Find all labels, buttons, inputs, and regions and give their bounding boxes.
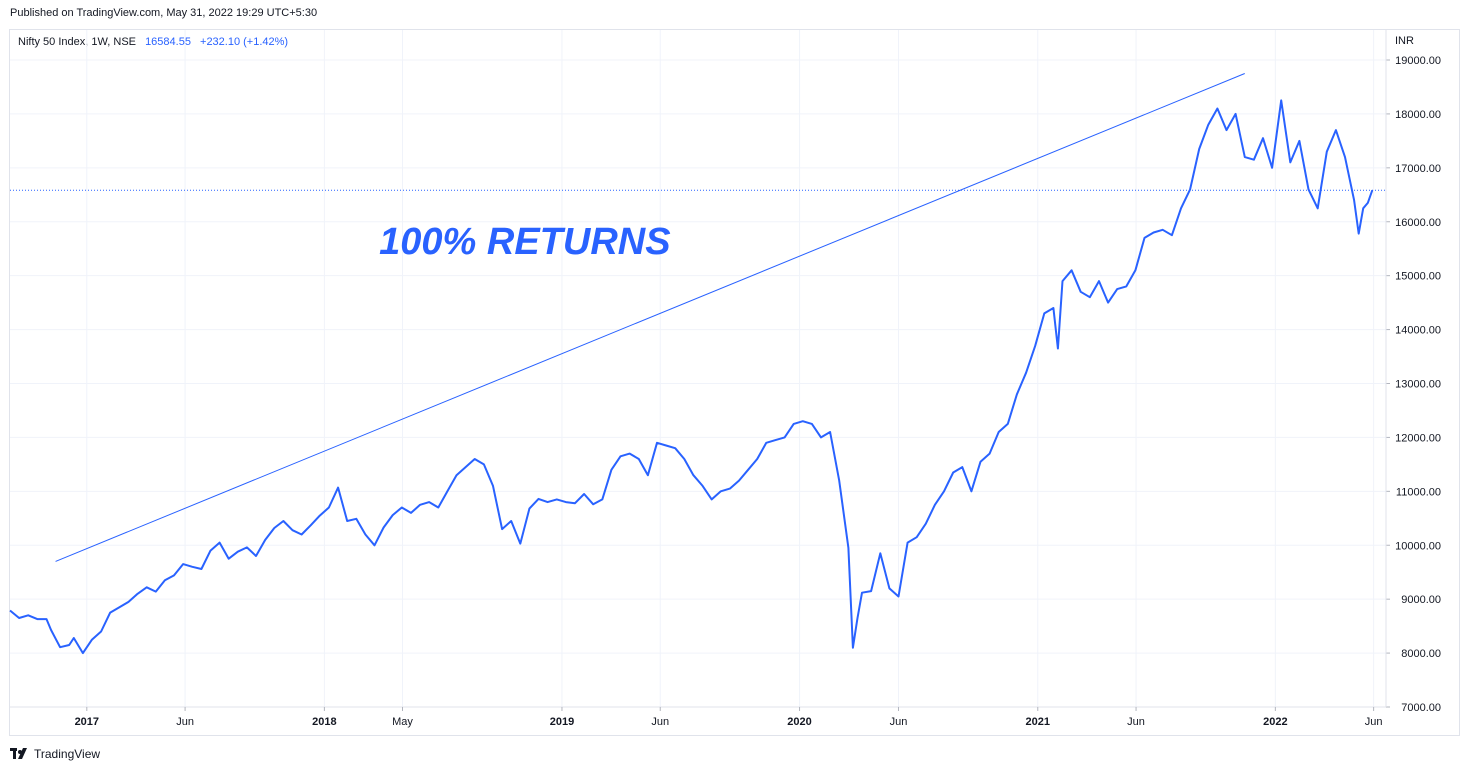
x-tick-label: 2019 <box>550 716 574 728</box>
y-tick-label: 15000.00 <box>1395 271 1441 283</box>
series-legend[interactable]: Nifty 50 Index, 1W, NSE 16584.55 +232.10… <box>18 36 288 48</box>
x-tick-label: 2021 <box>1026 716 1050 728</box>
chart-grid <box>10 30 1386 708</box>
x-tick-label: 2017 <box>75 716 99 728</box>
y-tick-label: 16000.00 <box>1395 217 1441 229</box>
y-tick-label: 19000.00 <box>1395 55 1441 67</box>
annotation-text[interactable]: 100% RETURNS <box>379 221 670 263</box>
y-tick-label: 10000.00 <box>1395 540 1441 552</box>
legend-symbol: Nifty 50 Index, 1W, NSE <box>18 36 136 48</box>
currency-label: INR <box>1395 35 1414 47</box>
y-tick-label: 13000.00 <box>1395 379 1441 391</box>
x-tick-label: 2020 <box>787 716 811 728</box>
x-tick-label: Jun <box>176 716 194 728</box>
x-tick-label: Jun <box>651 716 669 728</box>
y-tick-label: 14000.00 <box>1395 325 1441 337</box>
legend-change: +232.10 (+1.42%) <box>200 36 289 48</box>
y-tick-label: 11000.00 <box>1396 486 1441 498</box>
x-tick-label: Jun <box>890 716 908 728</box>
y-tick-label: 12000.00 <box>1395 432 1441 444</box>
series-line-group <box>9 99 1374 655</box>
tradingview-logo-icon <box>10 748 27 759</box>
x-axis: 2017 Jun 2018 May 2019 Jun 2020 Jun 2021 Jun 2022 J… <box>10 706 1386 728</box>
y-tick-label: 17000.00 <box>1395 163 1441 175</box>
x-tick-label: May <box>392 716 413 728</box>
y-axis: 19000.00 18000.00 17000.00 16000.00 15000.00… <box>1385 30 1441 714</box>
trendline-drawing <box>55 73 1245 562</box>
y-tick-label: 9000.00 <box>1401 594 1441 606</box>
y-tick-label: 7000.00 <box>1401 702 1441 714</box>
tradingview-footer[interactable]: TradingView <box>10 746 100 762</box>
annotation-group: 100% RETURNS <box>379 221 670 263</box>
y-tick-label: 8000.00 <box>1401 648 1441 660</box>
x-tick-label: 2022 <box>1263 716 1287 728</box>
trendline <box>55 73 1245 562</box>
series-line-0[interactable] <box>9 99 1374 655</box>
published-caption: Published on TradingView.com, May 31, 20… <box>10 7 318 19</box>
x-tick-label: Jun <box>1365 716 1383 728</box>
x-tick-label: Jun <box>1127 716 1145 728</box>
y-tick-label: 18000.00 <box>1395 109 1441 121</box>
chart-frame <box>9 29 1460 736</box>
x-tick-label: 2018 <box>312 716 336 728</box>
tradingview-brand: TradingView <box>34 747 101 761</box>
legend-price: 16584.55 <box>145 36 191 48</box>
